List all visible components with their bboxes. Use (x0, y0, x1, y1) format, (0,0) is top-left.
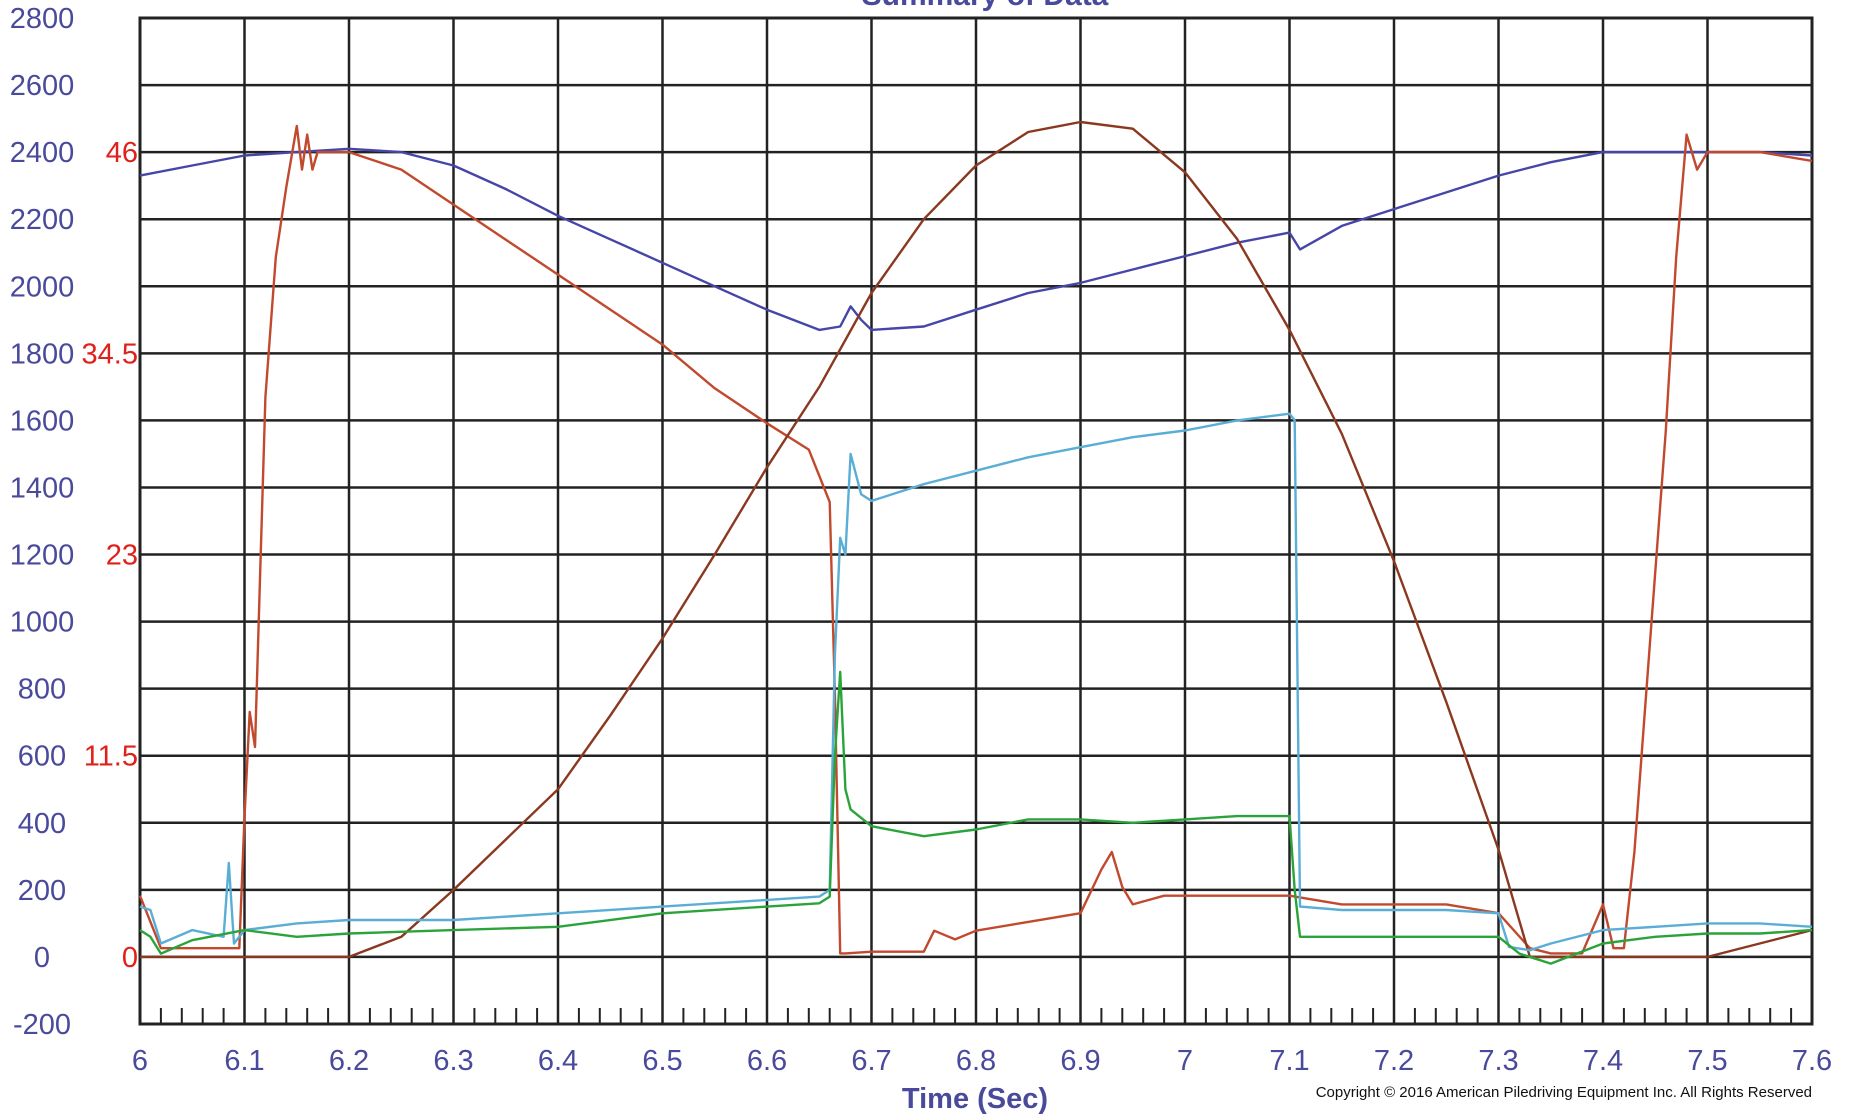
y-tick-label: 2800 (10, 3, 75, 35)
y-tick-labels-left: 2800260024002200200018001600140012001000… (10, 3, 75, 1041)
series-line-5 (139, 670, 1813, 965)
right-axis-tick-label: 23 (106, 540, 138, 572)
y-tick-label: 1200 (10, 540, 75, 572)
x-minor-ticks (139, 1008, 1813, 1024)
x-tick-label: 6.4 (538, 1045, 578, 1077)
y-tick-label: 2200 (10, 204, 75, 236)
y-tick-label: 1800 (10, 338, 75, 370)
chart-title: Summary of Data (862, 0, 1109, 12)
x-tick-label: 6.6 (747, 1045, 787, 1077)
x-tick-label: 6.1 (224, 1045, 264, 1077)
y-tick-label: -200 (13, 1009, 71, 1041)
y-tick-label: 0 (34, 942, 50, 974)
x-tick-label: 7.3 (1478, 1045, 1518, 1077)
x-axis-label: Time (Sec) (902, 1083, 1048, 1114)
y-tick-label: 1400 (10, 472, 75, 504)
right-axis-tick-label: 11.5 (84, 741, 138, 773)
y-tick-label: 600 (18, 741, 66, 773)
y-tick-label: 1000 (10, 607, 75, 639)
x-tick-label: 6 (132, 1045, 148, 1077)
series-layer (138, 120, 1813, 965)
x-tick-label: 6.2 (329, 1045, 369, 1077)
y-tick-label: 2600 (10, 70, 75, 102)
x-tick-label: 6.9 (1060, 1045, 1100, 1077)
x-tick-label: 6.8 (956, 1045, 996, 1077)
x-tick-label: 7.2 (1374, 1045, 1414, 1077)
y-tick-labels-right-axis: 46 34.5 23 11.5 0 (82, 137, 138, 974)
y-tick-label: 2000 (10, 271, 75, 303)
y-tick-label: 200 (18, 875, 66, 907)
right-axis-tick-label: 46 (106, 137, 138, 169)
y-tick-label: 400 (18, 808, 66, 840)
x-tick-label: 7.6 (1792, 1045, 1832, 1077)
x-tick-label: 7.5 (1687, 1045, 1727, 1077)
y-tick-label: 2400 (10, 137, 75, 169)
y-tick-label: 800 (18, 674, 66, 706)
x-tick-label: 7.4 (1583, 1045, 1623, 1077)
x-tick-label: 7 (1177, 1045, 1193, 1077)
x-tick-label: 6.5 (642, 1045, 682, 1077)
right-axis-tick-label: 0 (122, 942, 138, 974)
x-tick-label: 6.3 (433, 1045, 473, 1077)
x-tick-labels: 6 6.1 6.2 6.3 6.4 6.5 6.6 6.7 6.8 6.9 7 7.1 7.2 7.3 7.… (132, 1045, 1832, 1077)
series-line-1 (139, 147, 1813, 332)
y-tick-label: 1600 (10, 405, 75, 437)
grid (138, 16, 1814, 1026)
x-tick-label: 7.1 (1269, 1045, 1309, 1077)
series-line-4 (139, 412, 1813, 952)
right-axis-tick-label: 34.5 (82, 338, 138, 370)
copyright-notice: Copyright © 2016 American Piledriving Eq… (1316, 1084, 1812, 1101)
series-line-2 (138, 124, 1813, 955)
x-tick-label: 6.7 (851, 1045, 891, 1077)
